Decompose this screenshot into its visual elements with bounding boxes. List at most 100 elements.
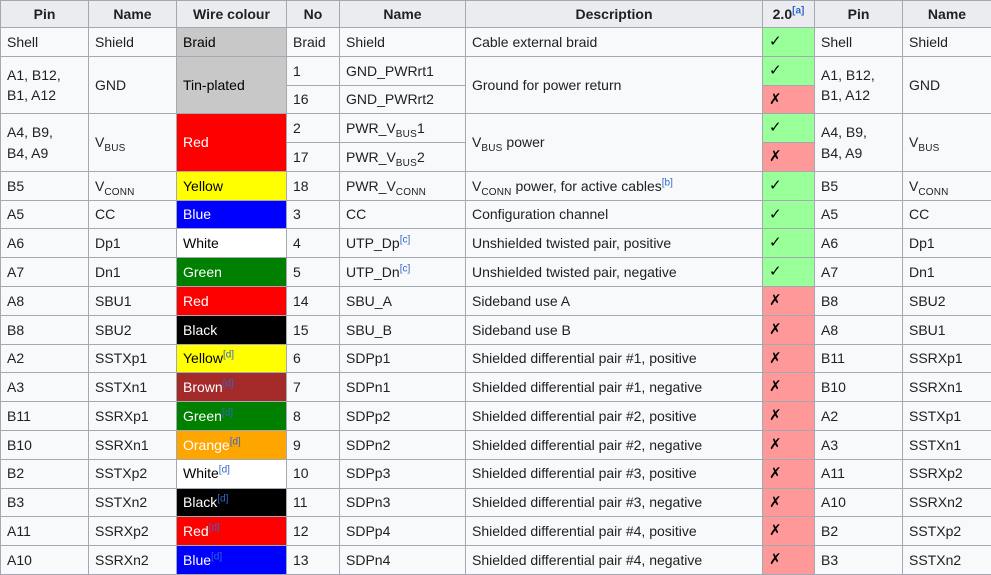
- cell-text: PWR_V: [346, 120, 396, 137]
- cell-text: A7: [821, 263, 839, 280]
- cell-text: 2: [416, 148, 425, 165]
- subscript-text: CONN: [104, 186, 135, 198]
- cell-text: B2: [821, 523, 839, 540]
- table-cell: B5: [0, 170, 89, 201]
- usb2-not-supported-cell: ✗: [762, 516, 815, 547]
- cell-text: SBU2: [909, 292, 946, 309]
- wire-colour-cell: Brown[d]: [176, 372, 287, 403]
- usb2-not-supported-cell: ✗: [762, 487, 815, 518]
- cell-text: Dp1: [909, 235, 935, 252]
- check-icon: ✓: [769, 119, 782, 137]
- cell-text: CC: [909, 206, 930, 223]
- check-icon: ✓: [769, 176, 782, 194]
- cell-text: power, for active cables: [511, 177, 662, 194]
- cell-text: 5: [293, 263, 301, 280]
- footnote-ref-link[interactable]: [d]: [211, 551, 223, 563]
- cell-text: Shield: [346, 33, 385, 50]
- footnote-ref-link[interactable]: [d]: [208, 522, 220, 534]
- usb2-supported-cell: ✓: [762, 113, 815, 144]
- cell-text: A1, B12,: [7, 66, 61, 83]
- table-cell: SSTXn2: [88, 487, 177, 518]
- table-cell: SSRXn1: [902, 372, 991, 403]
- subscript-text: BUS: [481, 143, 503, 155]
- usb2-supported-cell: ✓: [762, 55, 815, 86]
- cell-text: Shielded differential pair #4, negative: [472, 551, 703, 568]
- table-cell: B3: [0, 487, 89, 518]
- cell-text: SSTXn2: [909, 551, 962, 568]
- subscript-text: CONN: [395, 186, 427, 198]
- table-cell: SSTXn1: [902, 429, 991, 460]
- table-cell: GND_PWRrt1: [339, 55, 466, 86]
- header-row: Pin Name Wire colour No Name Description 2.0[a…: [0, 0, 991, 28]
- footnote-ref-link[interactable]: [d]: [229, 436, 241, 448]
- check-icon: ✓: [769, 33, 782, 51]
- cell-text: B5: [821, 177, 839, 194]
- table-cell: Braid: [286, 27, 340, 57]
- cell-text: SDPn1: [346, 379, 391, 396]
- table-cell: SDPp2: [339, 401, 466, 431]
- footnote-ref-link[interactable]: [c]: [399, 263, 411, 275]
- footnote-ref-link[interactable]: [d]: [221, 407, 234, 419]
- wire-colour-cell: Braid: [176, 27, 287, 57]
- table-cell: Dp1: [88, 228, 177, 259]
- table-cell: Ground for power return: [465, 55, 763, 115]
- cross-icon: ✗: [769, 378, 782, 396]
- cell-text: Orange: [183, 436, 230, 453]
- table-cell: 7: [286, 372, 340, 403]
- cell-text: 15: [293, 321, 309, 338]
- cell-text: SSTXp2: [909, 523, 962, 540]
- table-cell: SBU_A: [339, 286, 466, 316]
- table-cell: B2: [814, 516, 903, 547]
- footnote-ref-link[interactable]: [b]: [661, 176, 673, 188]
- cell-text: Name: [927, 5, 967, 22]
- cell-text: UTP_Dp: [346, 235, 400, 252]
- cell-text: A3: [7, 379, 25, 396]
- cell-text: SDPp4: [346, 523, 391, 540]
- cell-text: 7: [293, 379, 301, 396]
- table-row: A11 SSRXp2 Red[d] 12 SDPp4 Shielded different…: [0, 516, 991, 547]
- cross-icon: ✗: [769, 464, 782, 482]
- cell-text: 4: [293, 235, 301, 252]
- cell-text: Unshielded twisted pair, positive: [472, 235, 672, 252]
- table-cell: B11: [814, 343, 903, 374]
- cell-text: Shielded differential pair #1, negative: [472, 379, 703, 396]
- table-cell: SSRXn2: [88, 545, 177, 575]
- table-cell: Configuration channel: [465, 199, 763, 230]
- table-cell: Shell: [814, 27, 903, 57]
- cell-text: 2: [293, 120, 301, 137]
- table-cell: Shield: [902, 27, 991, 57]
- cell-text: Tin-plated: [183, 76, 245, 93]
- table-cell: A3: [0, 372, 89, 403]
- table-row: A1, B12, B1, A12 GND Tin-plated 1 GND_PWRrt1 G…: [0, 55, 991, 115]
- cell-text: Yellow: [183, 350, 223, 367]
- table-cell: 6: [286, 343, 340, 374]
- cell-text: Red: [183, 523, 209, 540]
- cell-text: SBU1: [95, 292, 132, 309]
- cell-text: GND_PWRrt2: [346, 91, 434, 108]
- cell-text: B11: [7, 407, 31, 424]
- footnote-ref-link[interactable]: [d]: [218, 464, 230, 476]
- table-cell: SBU2: [902, 286, 991, 316]
- cell-text: Red: [183, 292, 209, 309]
- cell-text: Shield: [909, 33, 948, 50]
- subscript-text: BUS: [104, 143, 126, 155]
- cell-text: Ground for power return: [472, 76, 622, 93]
- cell-text: SBU2: [95, 321, 132, 338]
- subscript-text: CONN: [481, 186, 512, 198]
- cell-text: SSRXp2: [909, 465, 963, 482]
- footnote-ref-link[interactable]: [a]: [792, 5, 805, 17]
- cell-text: 13: [293, 551, 309, 568]
- footnote-ref-link[interactable]: [d]: [217, 493, 229, 505]
- footnote-ref-link[interactable]: [d]: [222, 349, 235, 361]
- table-cell: 12: [286, 516, 340, 547]
- cell-text: Shielded differential pair #2, negative: [472, 436, 703, 453]
- table-cell: SSRXp2: [88, 516, 177, 547]
- table-cell: 16: [286, 84, 340, 115]
- table-cell: UTP_Dn[c]: [339, 257, 466, 288]
- table-row: B3 SSTXn2 Black[d] 11 SDPn3 Shielded differen…: [0, 487, 991, 518]
- footnote-ref-link[interactable]: [d]: [222, 378, 234, 390]
- table-cell: 9: [286, 429, 340, 460]
- footnote-ref-link[interactable]: [c]: [399, 234, 411, 246]
- subscript-text: BUS: [395, 157, 417, 169]
- table-cell: A7: [0, 257, 89, 288]
